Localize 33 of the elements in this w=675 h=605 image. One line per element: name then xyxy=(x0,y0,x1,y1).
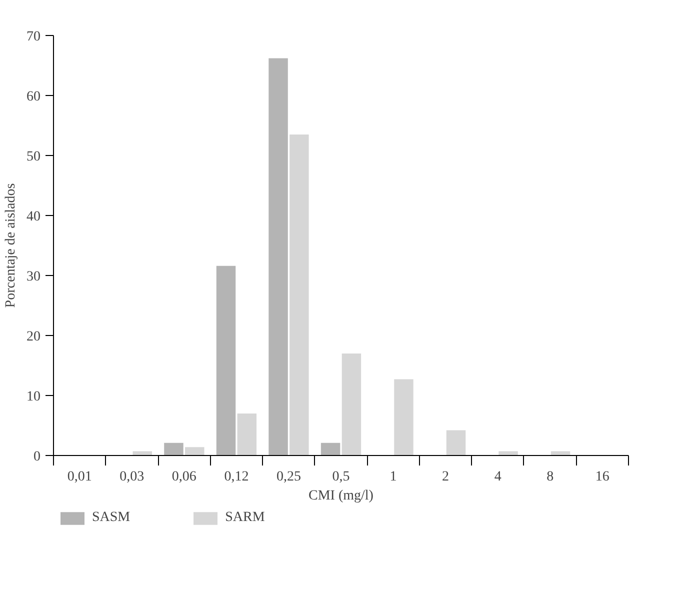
y-tick-label: 30 xyxy=(26,270,40,284)
y-tick-label: 50 xyxy=(26,150,40,164)
x-tick-label: 0,03 xyxy=(120,470,144,484)
y-tick-label: 40 xyxy=(26,210,40,224)
x-tick-label: 0,06 xyxy=(172,470,196,484)
legend-label: SARM xyxy=(225,510,265,526)
y-tick-label: 10 xyxy=(26,390,40,404)
x-tick-label: 4 xyxy=(494,470,502,484)
y-tick-label: 0 xyxy=(34,450,40,464)
bar xyxy=(164,442,184,456)
bar xyxy=(268,58,288,456)
y-axis-title: Porcentaje de aislados xyxy=(4,183,18,308)
y-tick-label: 60 xyxy=(26,90,40,104)
bar xyxy=(237,414,257,456)
x-tick-label: 1 xyxy=(390,470,397,484)
x-tick-label: 0,01 xyxy=(67,470,92,484)
y-tick-label: 20 xyxy=(26,330,40,344)
bar xyxy=(446,430,466,456)
x-tick-label: 0,25 xyxy=(276,470,301,484)
bar xyxy=(185,447,204,456)
bar xyxy=(394,379,414,456)
bar xyxy=(342,354,362,456)
bar xyxy=(216,266,236,456)
y-tick-label: 70 xyxy=(26,30,40,44)
legend-label: SASM xyxy=(92,510,130,526)
x-tick-label: 2 xyxy=(442,470,450,484)
x-axis-title: CMI (mg/l) xyxy=(308,488,374,504)
x-tick-label: 8 xyxy=(546,470,554,484)
x-tick-label: 16 xyxy=(595,470,610,484)
bar xyxy=(320,442,340,456)
bar xyxy=(290,134,309,456)
x-tick-label: 0,12 xyxy=(224,470,249,484)
x-tick-label: 0,5 xyxy=(332,470,350,484)
